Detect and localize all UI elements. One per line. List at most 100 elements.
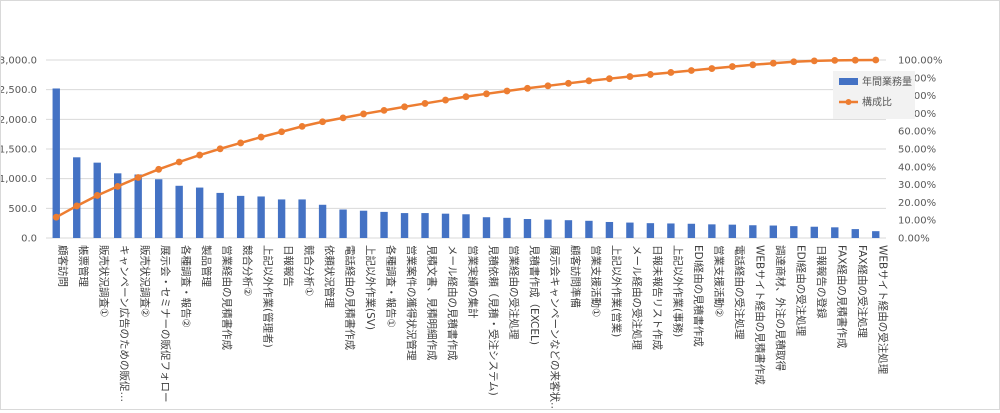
line-point xyxy=(790,58,798,66)
bar xyxy=(564,220,573,238)
line-point xyxy=(462,93,470,101)
line-point xyxy=(687,67,695,74)
left-tick-label: 2,500.0 xyxy=(1,85,37,96)
legend-label-line: 構成比 xyxy=(862,96,892,109)
category-label: 営業実績の集計 xyxy=(467,245,480,319)
line-point xyxy=(134,174,142,181)
right-tick-label: 10.00% xyxy=(898,216,936,227)
bar xyxy=(667,223,675,238)
right-tick-label: 50.00% xyxy=(898,145,936,156)
right-tick-label: 40.00% xyxy=(898,162,936,173)
bar xyxy=(114,173,122,238)
category-label: 各種調査・報告② xyxy=(180,245,193,328)
category-label: 営業支援活動① xyxy=(589,245,602,317)
category-label: FAX経由の見積書作成 xyxy=(835,245,848,349)
line-point xyxy=(155,165,163,173)
line-point xyxy=(216,145,224,153)
bar xyxy=(462,214,470,238)
bar xyxy=(73,157,81,238)
category-label: 上記以外作業(SV) xyxy=(364,245,377,330)
line-point xyxy=(360,110,367,118)
bar-series-annual-workload xyxy=(52,88,880,238)
category-label: 調達商材、外注の見積取得 xyxy=(774,245,787,371)
bar xyxy=(626,222,634,238)
line-point xyxy=(626,73,634,80)
category-label: 日報報告の登録 xyxy=(815,245,828,319)
bar xyxy=(687,223,696,238)
bar xyxy=(277,199,286,238)
line-point xyxy=(114,182,122,190)
line-point xyxy=(483,90,490,98)
category-label: メール経由の見積書作成 xyxy=(446,245,459,361)
category-label: EDI経由の見積書作成 xyxy=(692,245,705,347)
line-point xyxy=(728,63,736,70)
category-label: 依頼状況管理 xyxy=(323,245,336,308)
line-point xyxy=(565,79,572,87)
right-tick-label: 80.00% xyxy=(898,91,936,102)
line-series-composition-ratio xyxy=(52,56,880,221)
bar xyxy=(831,227,839,238)
line-point xyxy=(749,61,757,69)
line-point xyxy=(544,82,552,90)
bar xyxy=(154,179,163,238)
line-point xyxy=(872,56,880,64)
bar xyxy=(810,226,818,238)
category-label: 営業支援活動② xyxy=(712,245,725,317)
left-axis-ticks: 0.0 500.0 1,000.0 1,500.0 2,000.0 2,500.0 3,00… xyxy=(0,56,37,245)
line-point xyxy=(810,57,818,65)
bar xyxy=(749,225,757,238)
left-tick-label: 1,500.0 xyxy=(1,145,37,156)
category-label: 上記以外作業(管理者) xyxy=(262,245,275,348)
bar xyxy=(605,221,614,238)
left-tick-label: 3,000.0 xyxy=(1,56,37,67)
bar xyxy=(216,192,224,238)
line-point xyxy=(52,213,60,221)
bar xyxy=(52,88,60,238)
legend-swatch-marker xyxy=(845,99,852,105)
line-point xyxy=(442,96,449,104)
right-tick-label: 70.00% xyxy=(898,109,936,120)
line-point xyxy=(667,69,675,76)
line-point xyxy=(503,87,511,95)
bar xyxy=(482,217,491,238)
left-tick-label: 2,000.0 xyxy=(1,115,37,126)
category-label: 各種調査・報告① xyxy=(385,245,398,328)
line-point xyxy=(339,114,347,122)
left-tick-label: 0.0 xyxy=(21,234,37,245)
legend-swatch-bar xyxy=(839,78,858,85)
right-axis-ticks: 0.00% 10.00% 20.00% 30.00% 40.00% 50.00% 60.00… xyxy=(898,56,943,245)
category-label: 販売状況調査① xyxy=(98,245,111,317)
category-label: 製品管理 xyxy=(200,245,213,287)
line-point xyxy=(175,158,183,166)
bar xyxy=(585,220,593,238)
category-label: 競合分析② xyxy=(241,245,254,296)
bar xyxy=(134,174,142,238)
line-point xyxy=(585,77,593,85)
category-label: 見積書作成（EXCEL) xyxy=(528,245,541,345)
line-point xyxy=(196,151,204,159)
line-point xyxy=(421,100,429,107)
bar xyxy=(195,187,204,238)
category-label: 営業案件の獲得状況管理 xyxy=(405,245,418,361)
gridlines xyxy=(46,59,886,239)
category-label: 上記以外作業(事務) xyxy=(671,245,684,337)
left-tick-label: 500.0 xyxy=(8,204,37,215)
line-point xyxy=(831,56,839,64)
right-tick-label: 20.00% xyxy=(898,198,936,209)
category-label: WEBサイト経由の見積書作成 xyxy=(753,245,766,385)
right-tick-label: 60.00% xyxy=(898,127,936,138)
category-label: 顧客訪問 xyxy=(57,245,70,287)
category-label: キャンペーン広告のための販促… xyxy=(118,245,131,402)
bar xyxy=(790,226,798,238)
bar xyxy=(236,195,245,238)
category-label: 上記以外作業(営業) xyxy=(610,245,623,337)
right-tick-label: 90.00% xyxy=(898,73,936,84)
line-point xyxy=(257,133,265,141)
category-label: 電話経由の受注処理 xyxy=(733,245,746,340)
category-label: 展示会・セミナーの販促フォロー xyxy=(159,245,172,403)
bar xyxy=(851,229,859,238)
bar xyxy=(339,209,347,238)
category-label: 見積依頼（見積・受注システム) xyxy=(487,245,500,396)
